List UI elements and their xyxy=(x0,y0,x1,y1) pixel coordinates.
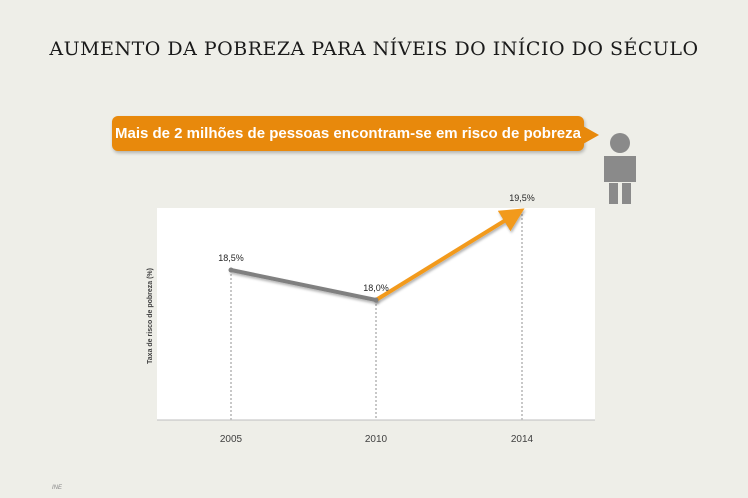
callout-tail xyxy=(583,126,599,144)
source-note: INE xyxy=(52,485,63,491)
person-leg-right xyxy=(622,183,631,204)
data-label-2014: 19,5% xyxy=(509,193,535,203)
person-icon xyxy=(604,133,636,204)
data-label-2005: 18,5% xyxy=(218,253,244,263)
line-segment-2005-2010 xyxy=(229,268,378,302)
page-title: AUMENTO DA POBREZA PARA NÍVEIS DO INÍCIO… xyxy=(49,38,699,60)
person-head xyxy=(610,133,630,153)
person-body xyxy=(604,156,636,182)
x-tick-2005: 2005 xyxy=(220,434,243,445)
x-tick-2010: 2010 xyxy=(365,434,388,445)
line-segment-2010-2014 xyxy=(374,208,525,302)
poverty-callout: Mais de 2 milhões de pessoas encontram-s… xyxy=(112,116,584,151)
y-axis-label: Taxa de risco de pobreza (%) xyxy=(147,268,154,364)
point-2005 xyxy=(228,267,234,273)
callout-text: Mais de 2 milhões de pessoas encontram-s… xyxy=(114,125,581,142)
point-2010 xyxy=(373,297,379,303)
data-label-2010: 18,0% xyxy=(363,283,389,293)
x-tick-2014: 2014 xyxy=(511,434,534,445)
person-leg-left xyxy=(609,183,618,204)
